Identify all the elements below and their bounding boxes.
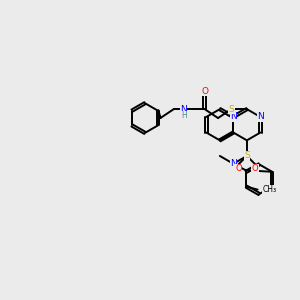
Text: N: N (257, 112, 264, 122)
Text: N: N (180, 105, 187, 114)
Text: N: N (230, 112, 237, 122)
Text: O: O (235, 164, 242, 173)
Text: CH₃: CH₃ (262, 185, 277, 194)
Text: O: O (201, 87, 208, 96)
Text: O: O (252, 164, 259, 173)
Text: H: H (181, 111, 187, 120)
Text: S: S (244, 152, 250, 160)
Text: N: N (230, 159, 237, 168)
Text: S: S (229, 105, 234, 114)
